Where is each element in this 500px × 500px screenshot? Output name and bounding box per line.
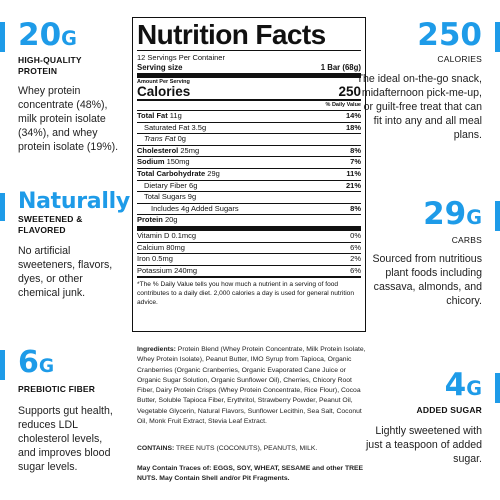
nutrient-dv: 8% (350, 203, 361, 213)
added-sugar-label: ADDED SUGAR (416, 405, 482, 415)
nutrient-dv: 7% (350, 157, 361, 167)
nutrient-name: Sodium (137, 157, 165, 167)
nutrient-name: Potassium (137, 265, 173, 275)
sweetened-label: SWEETENED & FLAVORED (18, 214, 83, 236)
accent-bar (495, 373, 500, 403)
serving-size-value: 1 Bar (68g) (320, 63, 361, 72)
contains-heading: CONTAINS: (137, 445, 175, 452)
nutrient-dv: 21% (345, 180, 361, 190)
nutrient-row: Sodium 150mg 7% (137, 157, 361, 168)
servings-per-container: 12 Servings Per Container (137, 53, 225, 62)
amount-per-serving: Amount Per Serving (137, 78, 190, 85)
nutrient-row: Calcium 80mg 6% (137, 243, 361, 254)
serving-size-row: Serving size 1 Bar (68g) (137, 62, 361, 73)
accent-bar (0, 350, 5, 380)
nutrient-row: Dietary Fiber 6g 21% (137, 181, 361, 192)
nutrient-amount: 20g (164, 215, 178, 225)
nutrient-name: Cholesterol (137, 145, 179, 155)
accent-bar (495, 201, 500, 231)
carbs-description: Sourced from nutritious plant foods incl… (372, 253, 482, 307)
nutrient-amount: 29g (207, 168, 220, 178)
calories-amount: 250 (417, 17, 482, 53)
nutrient-amount: 25mg (180, 145, 200, 155)
carbs-label: CARBS (451, 235, 482, 245)
calories-description: The ideal on-the-go snack, midafternoon … (356, 73, 482, 141)
nutrient-row: Potassium 240mg 6% (137, 266, 361, 277)
nutrient-row: Vitamin D 0.1mcg 0% (137, 231, 361, 242)
calories-row: Calories 250 (137, 85, 361, 99)
calories-value: 250 (338, 84, 361, 99)
protein-description: Whey protein concentrate (48%), milk pro… (18, 85, 119, 153)
nutrient-amount: 0.5mg (152, 254, 173, 264)
fiber-amount: 6G (18, 345, 55, 380)
natural-description: No artificial sweeteners, flavors, dyes,… (18, 245, 113, 299)
serving-size-label: Serving size (137, 63, 183, 72)
accent-bar (495, 22, 500, 52)
calories-label: CALORIES (437, 54, 482, 64)
ingredients-text: Ingredients: Protein Blend (Whey Protein… (137, 345, 367, 427)
nutrient-row: Total Fat 11g 14% (137, 111, 361, 122)
nutrient-dv: 6% (350, 265, 361, 275)
daily-value-header: % Daily Value (325, 102, 361, 108)
nutrient-row: Trans Fat 0g (137, 134, 361, 145)
ingredients-list: Protein Blend (Whey Protein Concentrate,… (137, 346, 366, 426)
nutrient-row: Cholesterol 25mg 8% (137, 146, 361, 157)
fiber-description: Supports gut health, reduces LDL cholest… (18, 405, 113, 473)
nutrient-name: Includes 4g Added Sugars (151, 203, 239, 213)
nutrient-row: Protein 20g (137, 215, 361, 226)
nutrient-amount: 0g (177, 134, 186, 144)
nutrient-dv: 11% (346, 168, 361, 178)
accent-bar (0, 22, 5, 52)
nutrient-row: Total Carbohydrate 29g 11% (137, 169, 361, 180)
nutrient-row: Includes 4g Added Sugars 8% (137, 204, 361, 215)
nutrient-row: Iron 0.5mg 2% (137, 254, 361, 265)
carbs-amount: 29G (423, 196, 482, 232)
nutrient-name: Saturated Fat (144, 122, 190, 132)
nutrient-name: Dietary Fiber (144, 180, 187, 190)
naturally-heading: Naturally (18, 189, 130, 214)
unit: G (466, 206, 482, 229)
fiber-label: PREBIOTIC FIBER (18, 384, 96, 394)
nutrient-name: Calcium (137, 242, 165, 252)
nutrient-dv: 2% (350, 254, 361, 264)
nutrient-dv: 6% (350, 242, 361, 252)
nutrition-facts-panel: Nutrition Facts 12 Servings Per Containe… (132, 17, 366, 332)
nutrient-name: Protein (137, 215, 163, 225)
nutrient-row: Total Sugars 9g (137, 192, 361, 203)
nutrient-name: Iron (137, 254, 150, 264)
unit: G (38, 356, 55, 377)
nutrient-name: Total Carbohydrate (137, 168, 206, 178)
sugar-description: Lightly sweetened with just a teaspoon o… (365, 425, 482, 465)
nutrient-amount: 11g (169, 111, 182, 120)
unit: G (61, 27, 77, 50)
nutrient-dv: 0% (350, 230, 361, 240)
calories-label: Calories (137, 84, 191, 99)
nutrient-row: Saturated Fat 3.5g 18% (137, 123, 361, 134)
nutrient-amount: 0.1mcg (171, 230, 197, 240)
nutrient-name: Trans Fat (144, 134, 176, 144)
allergen-traces: May Contain Traces of: EGGS, SOY, WHEAT,… (137, 465, 364, 483)
nutrient-amount: 150mg (166, 157, 190, 167)
daily-value-footnote: *The % Daily Value tells you how much a … (137, 281, 354, 307)
nutrient-amount: 3.5g (191, 122, 207, 132)
protein-amount: 20G (18, 17, 77, 53)
nutrient-amount: 240mg (174, 265, 198, 275)
nutrient-name: Total Fat (137, 111, 168, 120)
nutrient-name: Total Sugars (144, 192, 186, 202)
accent-bar (0, 193, 5, 221)
nutrient-dv: 18% (345, 122, 361, 132)
nutrient-dv: 14% (345, 111, 361, 120)
nutrient-amount: 80mg (166, 242, 185, 252)
contains-list: TREE NUTS (COCONUTS), PEANUTS, MILK. (176, 445, 318, 452)
allergen-contains: CONTAINS: TREE NUTS (COCONUTS), PEANUTS,… (137, 445, 367, 452)
nutrition-facts-title: Nutrition Facts (137, 19, 326, 50)
nutrient-amount: 6g (189, 180, 198, 190)
nutrient-dv: 8% (350, 145, 361, 155)
nutrient-name: Vitamin D (137, 230, 170, 240)
ingredients-heading: Ingredients: (137, 346, 176, 353)
sugar-amount: 4G (444, 367, 482, 403)
nutrient-amount: 9g (187, 192, 197, 202)
protein-label: HIGH-QUALITY PROTEIN (18, 55, 82, 77)
unit: G (466, 377, 482, 400)
